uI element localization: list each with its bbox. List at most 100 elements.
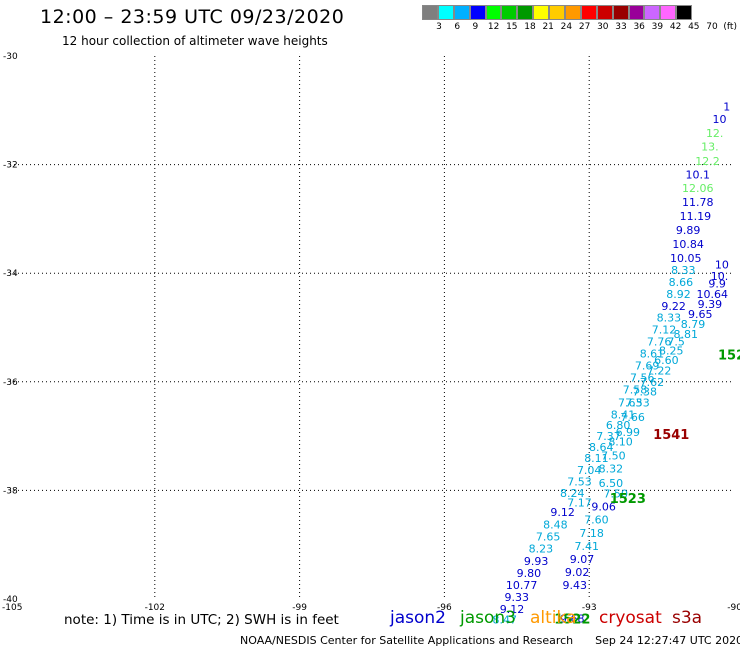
color-scale-label: 30 bbox=[597, 22, 609, 32]
color-swatch bbox=[437, 5, 454, 20]
wave-height-value: 9.12 bbox=[500, 603, 525, 616]
footer-credit: NOAA/NESDIS Center for Satellite Applica… bbox=[240, 634, 574, 647]
pass-time-label: 1541 bbox=[653, 428, 689, 443]
wave-height-value: 10.64 bbox=[697, 288, 729, 301]
wave-height-value: 7.18 bbox=[579, 527, 604, 540]
color-swatch bbox=[453, 5, 470, 20]
legend-s3a: s3a bbox=[672, 608, 703, 628]
wave-height-value: 7.04 bbox=[577, 464, 602, 477]
color-scale-label: 70 bbox=[706, 22, 718, 32]
wave-height-value: 9.33 bbox=[505, 591, 530, 604]
wave-height-value: 10 bbox=[713, 113, 727, 126]
page-title: 12:00 – 23:59 UTC 09/23/2020 bbox=[40, 6, 345, 28]
wave-height-value: 10.77 bbox=[506, 579, 538, 592]
pass-time-label: 152 bbox=[718, 349, 740, 364]
wave-height-value: 7.76 bbox=[647, 336, 672, 349]
pass-time-label: 1522 bbox=[554, 613, 590, 628]
color-swatch bbox=[628, 5, 645, 20]
color-scale-label: 27 bbox=[578, 22, 591, 32]
color-swatch bbox=[422, 5, 438, 20]
wave-height-value: 7.62 bbox=[640, 376, 665, 389]
wave-height-value: 8.10 bbox=[608, 436, 633, 449]
wave-height-value: 8.24 bbox=[560, 487, 585, 500]
color-swatch bbox=[612, 5, 629, 20]
wave-height-value: 9.65 bbox=[688, 308, 713, 321]
color-scale-label: 3 bbox=[436, 22, 442, 32]
color-scale-label: (ft) bbox=[723, 22, 737, 32]
color-scale-label: 21 bbox=[542, 22, 554, 32]
wave-height-value: 7.50 bbox=[601, 450, 626, 463]
wave-height-value: 7.66 bbox=[620, 411, 645, 424]
color-scale-legend bbox=[422, 5, 693, 20]
wave-height-value: 8.33 bbox=[657, 312, 682, 325]
wave-height-value: 8.48 bbox=[543, 519, 568, 532]
wave-height-value: 7.56 bbox=[630, 371, 655, 384]
wave-height-value: 6.80 bbox=[606, 419, 631, 432]
wave-height-value: 10.1 bbox=[686, 168, 711, 181]
wave-height-value: 7.17 bbox=[567, 496, 592, 509]
wave-height-value: 9.02 bbox=[565, 566, 590, 579]
wave-height-value: 12.06 bbox=[682, 182, 714, 195]
wave-height-value: 9.22 bbox=[661, 300, 686, 313]
wave-height-value: 11.78 bbox=[682, 196, 714, 209]
wave-height-value: 9.68 bbox=[560, 613, 585, 626]
wave-height-value: 10.05 bbox=[670, 252, 702, 265]
color-swatch bbox=[644, 5, 661, 20]
wave-height-value: 7.53 bbox=[567, 476, 592, 489]
wave-height-value: 8.41 bbox=[611, 408, 636, 421]
wave-height-value: 9.89 bbox=[676, 224, 701, 237]
legend-jason3: jason3 bbox=[460, 608, 516, 628]
color-swatch bbox=[676, 5, 693, 20]
legend-altika: altika bbox=[530, 608, 577, 628]
color-swatch bbox=[596, 5, 613, 20]
lon-tick-label: -102 bbox=[145, 603, 165, 613]
wave-height-value: 8.61 bbox=[640, 348, 665, 361]
wave-height-value: 1 bbox=[723, 100, 730, 113]
wave-height-value: 9.12 bbox=[550, 506, 575, 519]
color-swatch bbox=[549, 5, 566, 20]
wave-height-value: 7.41 bbox=[575, 540, 600, 553]
wave-height-value: 10.84 bbox=[672, 238, 704, 251]
wave-height-value: 7.22 bbox=[647, 364, 672, 377]
wave-height-value: 6.50 bbox=[599, 477, 624, 490]
wave-height-value: 11.19 bbox=[680, 210, 712, 223]
wave-height-value: 7.12 bbox=[652, 324, 677, 337]
lon-tick-label: -90 bbox=[727, 603, 740, 613]
wave-height-value: 7.69 bbox=[635, 360, 660, 373]
footer: NOAA/NESDIS Center for Satellite Applica… bbox=[240, 634, 740, 647]
wave-height-value: 7.63 bbox=[618, 396, 643, 409]
lat-tick-label: -38 bbox=[3, 486, 18, 496]
wave-height-value: 9.07 bbox=[570, 553, 595, 566]
wave-height-value: 9.93 bbox=[524, 555, 549, 568]
wave-height-value: 9.80 bbox=[517, 567, 542, 580]
wave-height-value: 8.64 bbox=[589, 441, 614, 454]
wave-height-value: 8.32 bbox=[599, 463, 624, 476]
wave-height-value: 8.79 bbox=[681, 318, 706, 331]
note-text: note: 1) Time is in UTC; 2) SWH is in fe… bbox=[64, 612, 339, 628]
pass-time-label: 1523 bbox=[610, 492, 646, 507]
wave-height-value: 9.43 bbox=[562, 579, 587, 592]
footer-timestamp: Sep 24 12:27:47 UTC 2020 bbox=[595, 634, 740, 647]
wave-height-value: 9.9 bbox=[708, 278, 726, 291]
wave-height-value: 9.39 bbox=[698, 298, 723, 311]
wave-height-value: 12.2 bbox=[695, 155, 720, 168]
page-subtitle: 12 hour collection of altimeter wave hei… bbox=[62, 34, 328, 48]
lat-tick-label: -32 bbox=[3, 161, 18, 171]
color-swatch bbox=[469, 5, 486, 20]
color-swatch bbox=[517, 5, 534, 20]
wave-height-value: 7.53 bbox=[625, 396, 650, 409]
wave-height-value: 8.92 bbox=[666, 288, 691, 301]
color-scale-label: 33 bbox=[615, 22, 627, 32]
color-swatch bbox=[580, 5, 597, 20]
wave-height-value: 10. bbox=[711, 270, 729, 283]
wave-height-value: 7.5 bbox=[667, 336, 685, 349]
color-swatch bbox=[501, 5, 518, 20]
wave-height-value: 8.47 bbox=[492, 614, 517, 627]
wave-height-value: 12. bbox=[706, 127, 724, 140]
wave-height-value: 7.37 bbox=[596, 430, 621, 443]
lon-tick-label: -99 bbox=[292, 603, 307, 613]
legend-jason2: jason2 bbox=[390, 608, 446, 628]
wave-height-value: 7.38 bbox=[632, 386, 657, 399]
wave-height-value: 7.58 bbox=[623, 383, 648, 396]
